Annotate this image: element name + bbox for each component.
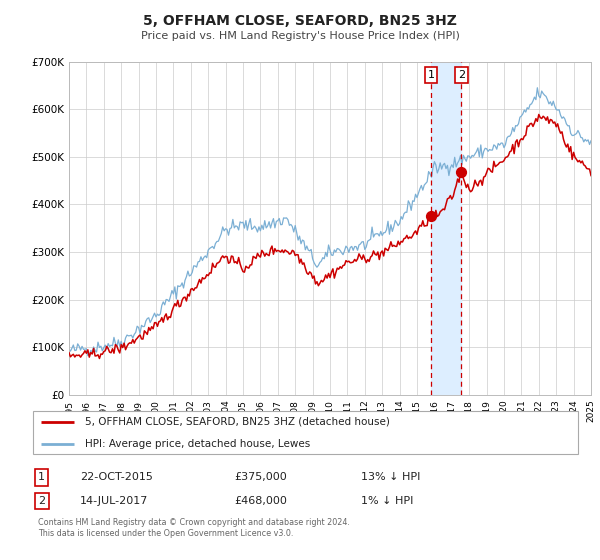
Point xyxy=(457,167,466,176)
FancyBboxPatch shape xyxy=(33,411,578,454)
Text: HPI: Average price, detached house, Lewes: HPI: Average price, detached house, Lewe… xyxy=(85,438,310,449)
Text: 1: 1 xyxy=(428,70,434,80)
Text: £375,000: £375,000 xyxy=(234,473,287,482)
Text: 2: 2 xyxy=(458,70,465,80)
Text: Contains HM Land Registry data © Crown copyright and database right 2024.
This d: Contains HM Land Registry data © Crown c… xyxy=(38,518,350,538)
Text: 5, OFFHAM CLOSE, SEAFORD, BN25 3HZ (detached house): 5, OFFHAM CLOSE, SEAFORD, BN25 3HZ (deta… xyxy=(85,417,390,427)
Text: 22-OCT-2015: 22-OCT-2015 xyxy=(80,473,152,482)
Text: 2: 2 xyxy=(38,496,46,506)
Point xyxy=(426,212,436,221)
Text: 1: 1 xyxy=(38,473,45,482)
Text: 1% ↓ HPI: 1% ↓ HPI xyxy=(361,496,413,506)
Text: Price paid vs. HM Land Registry's House Price Index (HPI): Price paid vs. HM Land Registry's House … xyxy=(140,31,460,41)
Bar xyxy=(431,62,461,395)
Text: 5, OFFHAM CLOSE, SEAFORD, BN25 3HZ: 5, OFFHAM CLOSE, SEAFORD, BN25 3HZ xyxy=(143,14,457,28)
Text: £468,000: £468,000 xyxy=(234,496,287,506)
Text: 13% ↓ HPI: 13% ↓ HPI xyxy=(361,473,421,482)
Text: 14-JUL-2017: 14-JUL-2017 xyxy=(80,496,148,506)
